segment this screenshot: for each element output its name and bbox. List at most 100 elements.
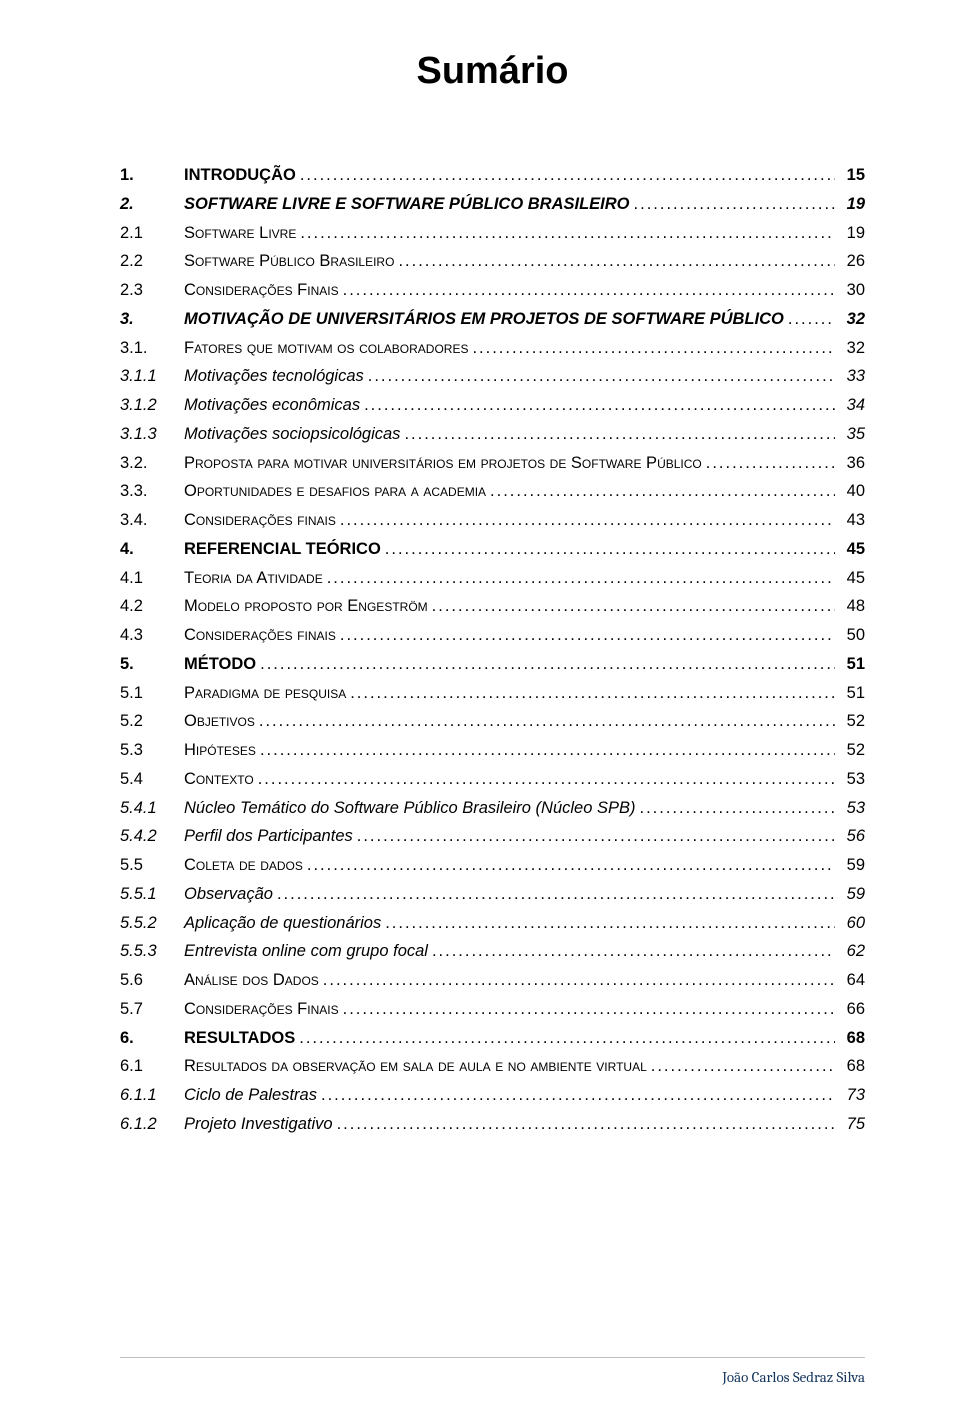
footer-divider <box>120 1357 865 1358</box>
toc-leader-dots <box>398 249 835 274</box>
toc-leader-dots <box>490 479 835 504</box>
toc-entry-label: Hipóteses <box>184 738 256 763</box>
toc-entry-page: 26 <box>839 249 865 274</box>
toc-entry-page: 51 <box>839 681 865 706</box>
toc-entry: 3.2.Proposta para motivar universitários… <box>120 451 865 476</box>
toc-entry-number: 5.5.2 <box>120 911 184 936</box>
toc-entry-label: MÉTODO <box>184 652 256 677</box>
toc-entry: 6.RESULTADOS68 <box>120 1026 865 1051</box>
toc-leader-dots <box>788 307 835 332</box>
toc-leader-dots <box>307 853 835 878</box>
toc-entry-page: 56 <box>839 824 865 849</box>
toc-entry: 5.4.1Núcleo Temático do Software Público… <box>120 796 865 821</box>
toc-leader-dots <box>260 738 835 763</box>
toc-entry: 3.1.3Motivações sociopsicológicas35 <box>120 422 865 447</box>
toc-leader-dots <box>299 1026 835 1051</box>
toc-entry: 5.5.3Entrevista online com grupo focal62 <box>120 939 865 964</box>
toc-entry: 5.4Contexto53 <box>120 767 865 792</box>
toc-entry-number: 5.7 <box>120 997 184 1022</box>
toc-entry: 3.4.Considerações finais43 <box>120 508 865 533</box>
toc-entry-page: 59 <box>839 853 865 878</box>
toc-entry-page: 59 <box>839 882 865 907</box>
toc-entry: 2.3Considerações Finais30 <box>120 278 865 303</box>
toc-leader-dots <box>300 221 835 246</box>
toc-leader-dots <box>323 968 835 993</box>
toc-entry-label: Projeto Investigativo <box>184 1112 333 1137</box>
toc-entry-number: 2.2 <box>120 249 184 274</box>
toc-entry-number: 6.1.2 <box>120 1112 184 1137</box>
toc-entry-page: 45 <box>839 537 865 562</box>
toc-entry-number: 5.2 <box>120 709 184 734</box>
toc-leader-dots <box>364 393 835 418</box>
toc-entry: 5.3Hipóteses52 <box>120 738 865 763</box>
toc-entry-label: Análise dos Dados <box>184 968 319 993</box>
toc-entry: 4.3Considerações finais 50 <box>120 623 865 648</box>
toc-leader-dots <box>327 566 835 591</box>
toc-leader-dots <box>385 537 835 562</box>
toc-entry: 3.MOTIVAÇÃO DE UNIVERSITÁRIOS EM PROJETO… <box>120 307 865 332</box>
toc-entry: 3.1.Fatores que motivam os colaboradores… <box>120 336 865 361</box>
toc-entry-page: 48 <box>839 594 865 619</box>
toc-entry-page: 53 <box>839 767 865 792</box>
toc-entry-number: 3. <box>120 307 184 332</box>
toc-leader-dots <box>640 796 835 821</box>
toc-leader-dots <box>706 451 835 476</box>
toc-entry-label: Núcleo Temático do Software Público Bras… <box>184 796 636 821</box>
toc-leader-dots <box>340 508 835 533</box>
toc-entry-label: Oportunidades e desafios para a academia <box>184 479 486 504</box>
toc-entry-label: Teoria da Atividade <box>184 566 323 591</box>
toc-entry-label: REFERENCIAL TEÓRICO <box>184 537 381 562</box>
table-of-contents: 1.INTRODUÇÃO15 2.SOFTWARE LIVRE E SOFTWAR… <box>120 163 865 1137</box>
toc-entry-number: 2. <box>120 192 184 217</box>
toc-entry-label: Considerações Finais <box>184 997 339 1022</box>
toc-leader-dots <box>258 767 835 792</box>
toc-leader-dots <box>260 652 835 677</box>
toc-entry-number: 2.1 <box>120 221 184 246</box>
toc-entry-page: 34 <box>839 393 865 418</box>
toc-entry-label: Considerações Finais <box>184 278 339 303</box>
toc-leader-dots <box>337 1112 835 1137</box>
toc-entry-number: 4. <box>120 537 184 562</box>
toc-leader-dots <box>357 824 835 849</box>
toc-entry-label: Modelo proposto por Engeström <box>184 594 428 619</box>
toc-entry-label: Considerações finais <box>184 623 336 648</box>
toc-entry: 1.INTRODUÇÃO15 <box>120 163 865 188</box>
toc-entry: 3.3.Oportunidades e desafios para a acad… <box>120 479 865 504</box>
toc-entry-number: 3.2. <box>120 451 184 476</box>
toc-entry-number: 4.2 <box>120 594 184 619</box>
toc-entry-page: 75 <box>839 1112 865 1137</box>
toc-entry-label: Paradigma de pesquisa <box>184 681 346 706</box>
toc-entry-label: Motivações sociopsicológicas <box>184 422 400 447</box>
toc-leader-dots <box>404 422 835 447</box>
toc-entry-label: Proposta para motivar universitários em … <box>184 451 702 476</box>
toc-entry-page: 45 <box>839 566 865 591</box>
toc-entry-page: 50 <box>839 623 865 648</box>
toc-entry-number: 4.3 <box>120 623 184 648</box>
toc-leader-dots <box>385 911 835 936</box>
toc-entry: 6.1.1Ciclo de Palestras73 <box>120 1083 865 1108</box>
toc-entry-label: SOFTWARE LIVRE E SOFTWARE PÚBLICO BRASIL… <box>184 192 630 217</box>
toc-entry-label: Entrevista online com grupo focal <box>184 939 428 964</box>
toc-entry: 5.4.2Perfil dos Participantes56 <box>120 824 865 849</box>
toc-leader-dots <box>634 192 835 217</box>
page-title: Sumário <box>120 50 865 93</box>
toc-entry-label: Motivações tecnológicas <box>184 364 364 389</box>
toc-entry-label: Contexto <box>184 767 254 792</box>
toc-entry-number: 2.3 <box>120 278 184 303</box>
toc-entry-label: Motivações econômicas <box>184 393 360 418</box>
toc-leader-dots <box>321 1083 835 1108</box>
toc-leader-dots <box>343 278 835 303</box>
toc-entry: 5.MÉTODO51 <box>120 652 865 677</box>
toc-entry-number: 1. <box>120 163 184 188</box>
toc-entry-page: 68 <box>839 1054 865 1079</box>
toc-entry: 5.5Coleta de dados59 <box>120 853 865 878</box>
toc-entry-page: 53 <box>839 796 865 821</box>
toc-entry-number: 3.3. <box>120 479 184 504</box>
toc-entry-label: Considerações finais <box>184 508 336 533</box>
toc-entry-page: 15 <box>839 163 865 188</box>
toc-entry-page: 33 <box>839 364 865 389</box>
toc-entry-page: 51 <box>839 652 865 677</box>
toc-entry: 6.1Resultados da observação em sala de a… <box>120 1054 865 1079</box>
toc-entry-number: 5.5 <box>120 853 184 878</box>
toc-entry-number: 4.1 <box>120 566 184 591</box>
